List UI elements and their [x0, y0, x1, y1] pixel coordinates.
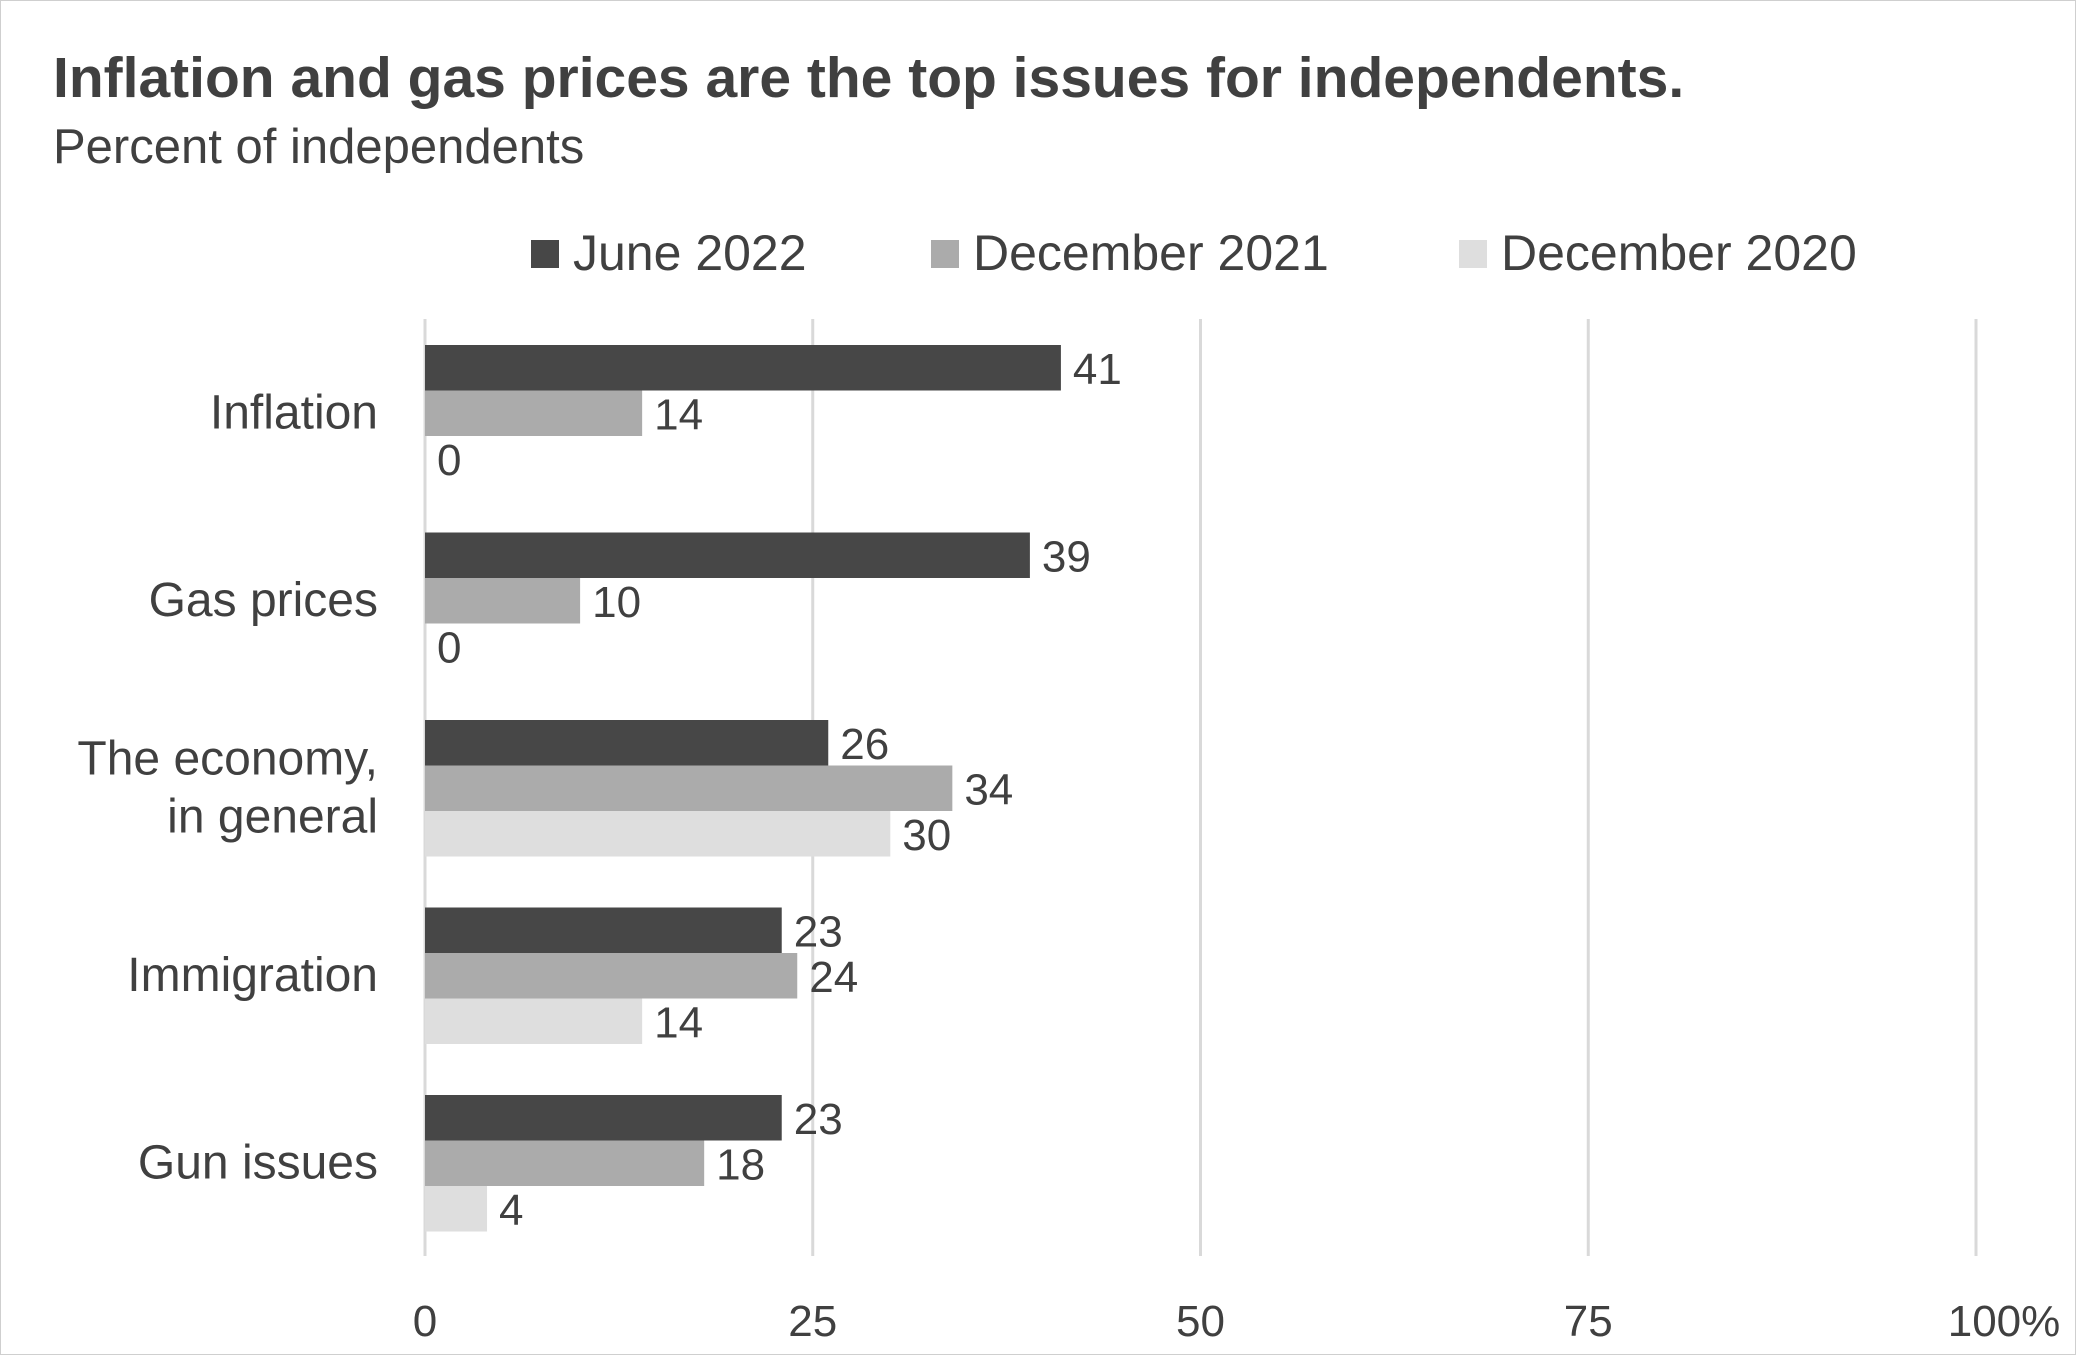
legend-label-december-2020: December 2020 [1501, 225, 1857, 281]
data-label-gun-issues-june-2022: 23 [794, 1095, 843, 1144]
bar-gun-issues-december-2020 [425, 1186, 488, 1232]
data-label-gas-prices-december-2020: 0 [437, 623, 461, 672]
bar-immigration-june-2022 [425, 907, 782, 953]
chart-title: Inflation and gas prices are the top iss… [53, 46, 1685, 110]
data-label-immigration-december-2021: 24 [809, 953, 858, 1002]
data-label-the-economy-in-general-june-2022: 26 [840, 720, 889, 769]
data-label-gun-issues-december-2020: 4 [499, 1186, 523, 1235]
data-label-inflation-december-2021: 14 [654, 390, 703, 439]
x-tick-label-0: 0 [413, 1297, 437, 1346]
category-label-in-general: in general [167, 790, 378, 843]
bars [425, 345, 1061, 1232]
category-label-gun-issues: Gun issues [138, 1136, 378, 1189]
bar-gas-prices-december-2021 [425, 578, 581, 624]
bar-inflation-december-2021 [425, 390, 643, 436]
data-label-the-economy-in-general-december-2021: 34 [964, 765, 1013, 814]
legend-swatch-december-2020 [1459, 240, 1487, 268]
bar-immigration-december-2020 [425, 998, 643, 1044]
legend-swatch-december-2021 [931, 240, 959, 268]
bar-gun-issues-december-2021 [425, 1140, 705, 1186]
category-label-immigration: Immigration [127, 949, 378, 1002]
data-label-the-economy-in-general-december-2020: 30 [902, 811, 951, 860]
data-label-immigration-june-2022: 23 [794, 907, 843, 956]
bar-inflation-june-2022 [425, 345, 1061, 391]
data-label-gas-prices-december-2021: 10 [592, 578, 641, 627]
x-tick-label-100: 100% [1948, 1297, 2061, 1346]
legend-swatch-june-2022 [531, 240, 559, 268]
bar-the-economy-in-general-december-2020 [425, 811, 891, 857]
category-labels: Inflation Gas prices The economy,in genera… [77, 386, 378, 1189]
data-label-gun-issues-december-2021: 18 [716, 1140, 765, 1189]
legend-item-june-2022: June 2022 [531, 225, 807, 281]
legend-item-december-2020: December 2020 [1459, 225, 1857, 281]
bar-the-economy-in-general-june-2022 [425, 720, 829, 766]
x-tick-label-50: 50 [1176, 1297, 1225, 1346]
x-tick-label-75: 75 [1564, 1297, 1613, 1346]
x-tick-label-25: 25 [788, 1297, 837, 1346]
data-label-inflation-december-2020: 0 [437, 436, 461, 485]
bar-gas-prices-june-2022 [425, 532, 1030, 578]
legend-label-december-2021: December 2021 [973, 225, 1329, 281]
data-label-inflation-june-2022: 41 [1073, 345, 1122, 394]
bar-the-economy-in-general-december-2021 [425, 765, 953, 811]
category-label-inflation: Inflation [210, 386, 378, 439]
bar-immigration-december-2021 [425, 953, 798, 999]
chart-subtitle: Percent of independents [53, 120, 585, 174]
legend-label-june-2022: June 2022 [573, 225, 807, 281]
data-label-immigration-december-2020: 14 [654, 998, 703, 1047]
category-label-gas-prices: Gas prices [149, 574, 378, 627]
category-label-the-economy: The economy, [77, 732, 378, 785]
x-axis-ticks: 0 25 50 75 100% [413, 1297, 2061, 1346]
legend-item-december-2021: December 2021 [931, 225, 1329, 281]
data-label-gas-prices-june-2022: 39 [1042, 532, 1091, 581]
legend: June 2022 December 2021 December 2020 [531, 225, 1857, 281]
bar-gun-issues-june-2022 [425, 1095, 782, 1141]
